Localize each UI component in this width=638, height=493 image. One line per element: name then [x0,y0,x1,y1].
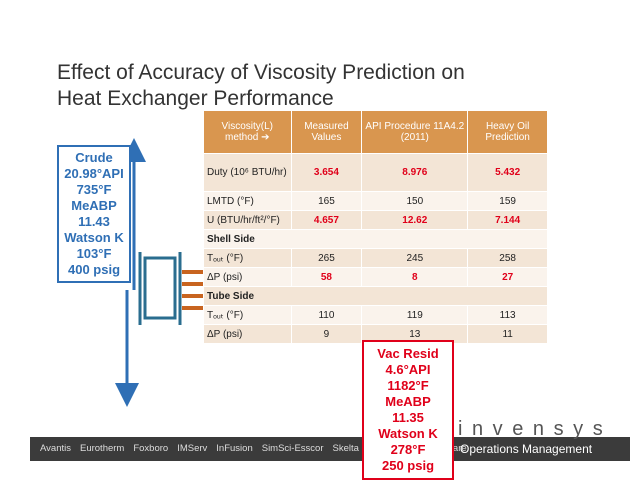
row-label: U (BTU/hr/ft²/°F) [203,210,292,230]
crude-line: 20.98°API [64,166,124,181]
brand: Eurotherm [79,443,125,454]
vac-line: 4.6°API [385,362,431,377]
vac-line: MeABP [385,394,431,409]
value-cell: 58 [290,267,363,287]
value-cell: 110 [290,305,363,325]
crude-line: Watson K [64,230,124,245]
value-cell: 159 [467,191,548,211]
footer-bar: Avantis Eurotherm Foxboro IMServ InFusion Sim… [30,437,630,461]
value-cell: 4.657 [290,210,363,230]
row-label: LMTD (°F) [203,191,292,211]
results-table: Viscosity(L) method ➔ Measured Values API … [203,110,548,344]
row-label: ΔP (psi) [203,324,292,344]
value-cell: 265 [290,248,363,268]
brand: IMServ [177,443,208,454]
crude-line: MeABP [71,198,117,213]
brand: Foxboro [133,443,169,454]
row-label: Tₒᵤₜ (°F) [203,248,292,268]
row-label: Tₒᵤₜ (°F) [203,305,292,325]
value-cell: 5.432 [467,153,548,192]
table-row: LMTD (°F) 165 150 159 [203,191,548,211]
header-cell: Measured Values [290,110,363,154]
value-cell: 113 [467,305,548,325]
header-cell: API Procedure 11A4.2 (2011) [361,110,469,154]
value-cell: 8.976 [361,153,469,192]
title-line: Effect of Accuracy of Viscosity Predicti… [57,61,465,84]
vac-line: Watson K [378,426,438,441]
vac-line: 250 psig [381,458,435,473]
vac-line: 11.35 [392,410,424,425]
value-cell: 7.144 [467,210,548,230]
table-row: Tₒᵤₜ (°F) 265 245 258 [203,248,548,268]
crude-box: Crude 20.98°API 735°F MeABP 11.43 Watson K 103… [57,145,131,283]
crude-line: 103°F [76,246,112,261]
value-cell: 11 [467,324,548,344]
brand: SimSci-Esscor [261,443,324,454]
crude-line: 11.43 [78,214,110,229]
value-cell: 12.62 [361,210,469,230]
value-cell: 8 [361,267,469,287]
title-line: Heat Exchanger Performance [57,87,334,110]
title: Effect of Accuracy of Viscosity Predicti… [57,60,465,112]
value-cell: 150 [361,191,469,211]
value-cell: 27 [467,267,548,287]
brand: InFusion [216,443,253,454]
table-row: Tₒᵤₜ (°F) 110 119 113 [203,305,548,325]
crude-line: 400 psig [67,262,121,277]
brand: Skelta [332,443,359,454]
table-row: Duty (10⁶ BTU/hr) 3.654 8.976 5.432 [203,153,548,192]
table-row: Shell Side [203,229,548,249]
crude-line: Crude [75,150,113,165]
row-label: Shell Side [203,229,548,249]
value-cell: 165 [290,191,363,211]
crude-line: 735°F [76,182,112,197]
row-label: Duty (10⁶ BTU/hr) [203,153,292,192]
vac-line: Vac Resid [377,346,439,361]
row-label: ΔP (psi) [203,267,292,287]
value-cell: 119 [361,305,469,325]
header-cell: Viscosity(L) method ➔ [203,110,292,154]
value-cell: 245 [361,248,469,268]
vac-line: 1182°F [387,378,429,393]
vac-resid-box: Vac Resid 4.6°API 1182°F MeABP 11.35 Watson K… [362,340,454,480]
logo: i n v e n s y s [458,418,605,440]
value-cell: 258 [467,248,548,268]
header-cell: Heavy Oil Prediction [467,110,548,154]
value-cell: 9 [290,324,363,344]
brand: Avantis [40,443,71,454]
table-row: ΔP (psi) 58 8 27 [203,267,548,287]
row-label: Tube Side [203,286,548,306]
value-cell: 3.654 [290,153,363,192]
vac-line: 278°F [390,442,426,457]
tagline: Operations Management [460,442,593,456]
table-row: Tube Side [203,286,548,306]
table-row: U (BTU/hr/ft²/°F) 4.657 12.62 7.144 [203,210,548,230]
